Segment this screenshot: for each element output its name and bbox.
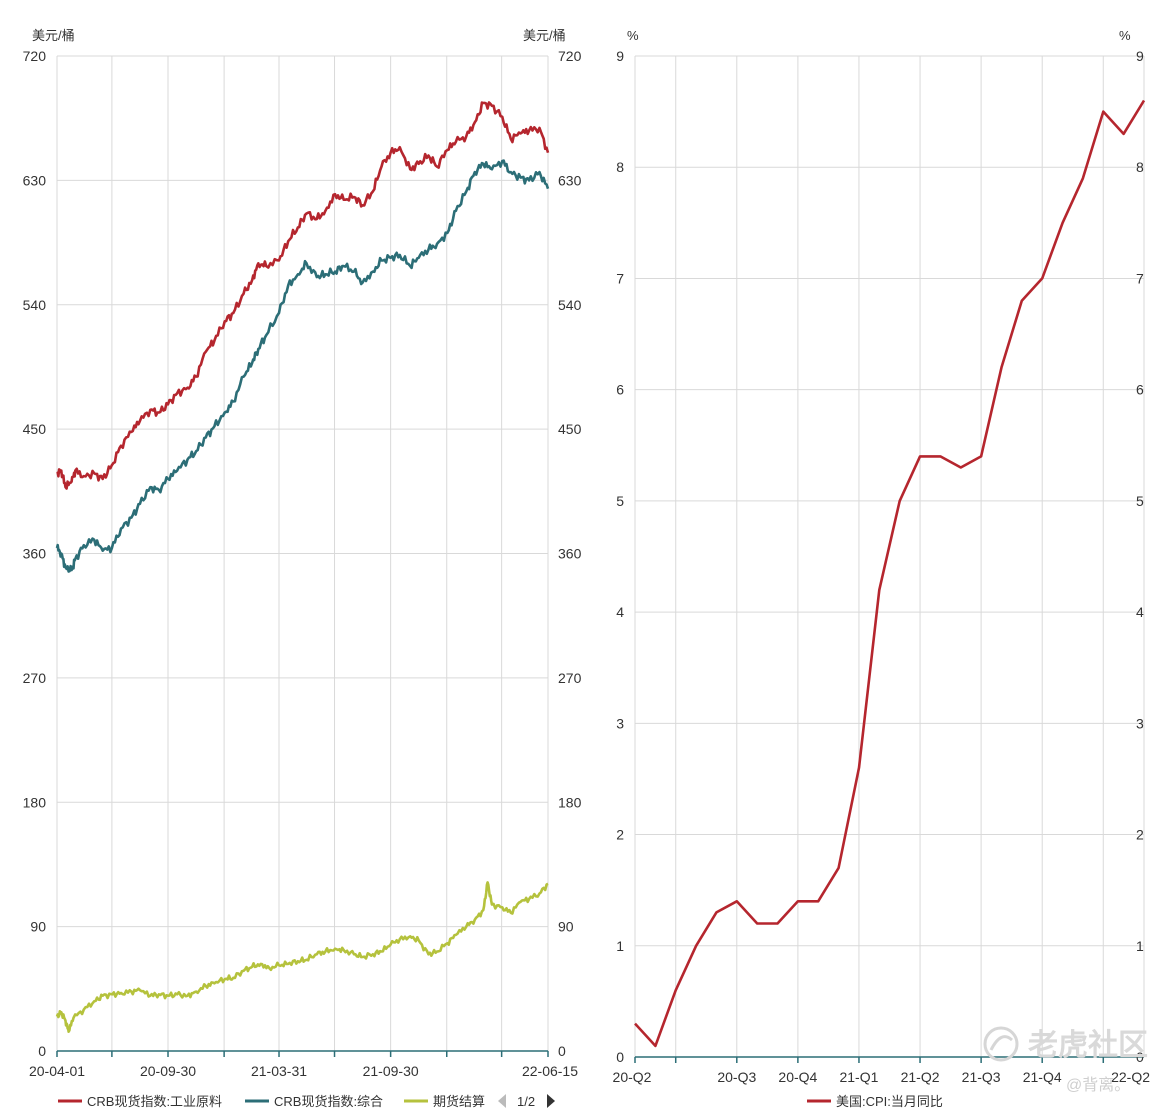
left-y-tick-label: 540 bbox=[23, 297, 47, 313]
legend-item-composite[interactable]: CRB现货指数:综合 bbox=[245, 1094, 383, 1109]
left-x-tick-label: 22-06-15 bbox=[522, 1063, 578, 1079]
right-y-tick-label-right: 6 bbox=[1136, 382, 1144, 398]
right-y-tick-label: 0 bbox=[616, 1049, 624, 1065]
right-y-tick-label-right: 9 bbox=[1136, 48, 1144, 64]
right-y-tick-label-right: 0 bbox=[1136, 1049, 1144, 1065]
tiger-logo-icon bbox=[983, 1026, 1019, 1062]
right-y-tick-label-right: 5 bbox=[1136, 493, 1144, 509]
right-y-ticks: 0 0 1 1 2 2 3 3 4 4 5 5 6 6 7 7 8 8 9 9 bbox=[616, 48, 1144, 1065]
right-y-tick-label-right: 1 bbox=[1136, 938, 1144, 954]
right-x-tick-label: 22-Q2 bbox=[1111, 1069, 1150, 1085]
watermark-brand: 老虎社区 bbox=[1028, 1029, 1148, 1062]
right-y-tick-label: 5 bbox=[616, 493, 624, 509]
legend-label-cpi: 美国:CPI:当月同比 bbox=[836, 1094, 943, 1109]
right-y-tick-label: 3 bbox=[616, 715, 624, 731]
series-line-futures bbox=[55, 881, 549, 1033]
right-y-tick-label: 7 bbox=[616, 270, 624, 286]
left-y-tick-label: 720 bbox=[23, 48, 47, 64]
legend-item-cpi[interactable]: 美国:CPI:当月同比 bbox=[807, 1094, 943, 1109]
left-y-tick-label: 450 bbox=[23, 421, 47, 437]
right-y-tick-label: 9 bbox=[616, 48, 624, 64]
left-y-tick-label: 360 bbox=[23, 546, 47, 562]
pager-text: 1/2 bbox=[517, 1094, 535, 1109]
watermark: 老虎社区 @背离。 bbox=[983, 1026, 1148, 1094]
right-chart-us-cpi: % % 0 0 1 1 2 2 3 3 4 4 5 5 6 6 7 7 8 8 9 9 20-Q2 20-Q3 20-Q4… bbox=[613, 28, 1151, 1085]
right-chart-unit-right: % bbox=[1119, 28, 1131, 43]
left-legend: CRB现货指数:工业原料 CRB现货指数:综合 期货结算 1/2 bbox=[58, 1094, 555, 1109]
left-y-tick-label-right: 180 bbox=[558, 794, 582, 810]
right-x-tick-label: 21-Q2 bbox=[901, 1069, 940, 1085]
right-chart-unit-left: % bbox=[627, 28, 639, 43]
right-y-tick-label-right: 3 bbox=[1136, 715, 1144, 731]
left-y-ticks: 0 0 90 90 180 180 270 270 360 360 450 450 540 540 630 6… bbox=[23, 48, 582, 1059]
left-y-tick-label-right: 360 bbox=[558, 546, 582, 562]
right-y-tick-label: 6 bbox=[616, 382, 624, 398]
legend-item-futures[interactable]: 期货结算 bbox=[404, 1094, 485, 1109]
legend-label-industrial: CRB现货指数:工业原料 bbox=[87, 1094, 222, 1109]
left-y-tick-label: 630 bbox=[23, 172, 47, 188]
right-y-tick-label-right: 2 bbox=[1136, 827, 1144, 843]
series-line-industrial bbox=[56, 101, 550, 490]
right-x-tick-label: 20-Q3 bbox=[717, 1069, 756, 1085]
right-y-tick-label-right: 7 bbox=[1136, 270, 1144, 286]
legend-pager: 1/2 bbox=[498, 1094, 555, 1109]
legend-item-industrial[interactable]: CRB现货指数:工业原料 bbox=[58, 1094, 222, 1109]
left-series bbox=[55, 101, 550, 1033]
right-grid bbox=[634, 55, 1145, 1063]
right-y-tick-label: 2 bbox=[616, 827, 624, 843]
right-y-tick-label: 4 bbox=[616, 604, 624, 620]
left-y-tick-label-right: 630 bbox=[558, 172, 582, 188]
right-x-ticks: 20-Q2 20-Q3 20-Q4 21-Q1 21-Q2 21-Q3 21-Q4 22-Q2 bbox=[613, 1069, 1151, 1085]
left-x-tick-label: 20-09-30 bbox=[140, 1063, 196, 1079]
watermark-handle: @背离。 bbox=[1066, 1076, 1130, 1094]
right-x-tick-label: 21-Q1 bbox=[839, 1069, 878, 1085]
right-legend: 美国:CPI:当月同比 bbox=[807, 1094, 943, 1109]
legend-label-composite: CRB现货指数:综合 bbox=[274, 1094, 383, 1109]
left-y-tick-label-right: 540 bbox=[558, 297, 582, 313]
right-y-tick-label-right: 8 bbox=[1136, 159, 1144, 175]
right-y-tick-label: 1 bbox=[616, 938, 624, 954]
left-y-tick-label: 180 bbox=[23, 794, 47, 810]
right-x-tick-label: 21-Q3 bbox=[962, 1069, 1001, 1085]
left-x-ticks: 20-04-01 20-09-30 21-03-31 21-09-30 22-06-15 bbox=[29, 1063, 578, 1079]
left-y-tick-label-right: 720 bbox=[558, 48, 582, 64]
right-y-tick-label: 8 bbox=[616, 159, 624, 175]
right-y-tick-label-right: 4 bbox=[1136, 604, 1144, 620]
left-y-tick-label: 0 bbox=[38, 1043, 46, 1059]
left-y-tick-label-right: 0 bbox=[558, 1043, 566, 1059]
left-y-tick-label: 270 bbox=[23, 670, 47, 686]
left-y-tick-label-right: 270 bbox=[558, 670, 582, 686]
left-y-tick-label-right: 90 bbox=[558, 919, 574, 935]
left-y-tick-label-right: 450 bbox=[558, 421, 582, 437]
triangle-left-icon[interactable] bbox=[498, 1094, 506, 1108]
left-x-tick-label: 21-09-30 bbox=[363, 1063, 419, 1079]
left-y-tick-label: 90 bbox=[30, 919, 46, 935]
right-x-tick-label: 20-Q2 bbox=[613, 1069, 652, 1085]
legend-label-futures: 期货结算 bbox=[433, 1094, 485, 1109]
series-line-composite bbox=[55, 159, 550, 573]
left-grid bbox=[56, 55, 549, 1057]
right-x-tick-label: 21-Q4 bbox=[1023, 1069, 1062, 1085]
left-chart-commodity-index: 美元/桶 美元/桶 0 0 90 90 180 180 270 270 360 360 450 450… bbox=[23, 28, 582, 1079]
tiger-logo-stroke bbox=[989, 1035, 1014, 1051]
left-x-tick-label: 20-04-01 bbox=[29, 1063, 85, 1079]
series-line-cpi bbox=[634, 99, 1146, 1048]
triangle-right-icon[interactable] bbox=[547, 1094, 555, 1108]
right-x-tick-label: 20-Q4 bbox=[778, 1069, 817, 1085]
right-series bbox=[634, 99, 1146, 1048]
left-axis-unit-left: 美元/桶 bbox=[32, 28, 75, 43]
left-axis-unit-right: 美元/桶 bbox=[523, 28, 566, 43]
left-x-tick-label: 21-03-31 bbox=[251, 1063, 307, 1079]
